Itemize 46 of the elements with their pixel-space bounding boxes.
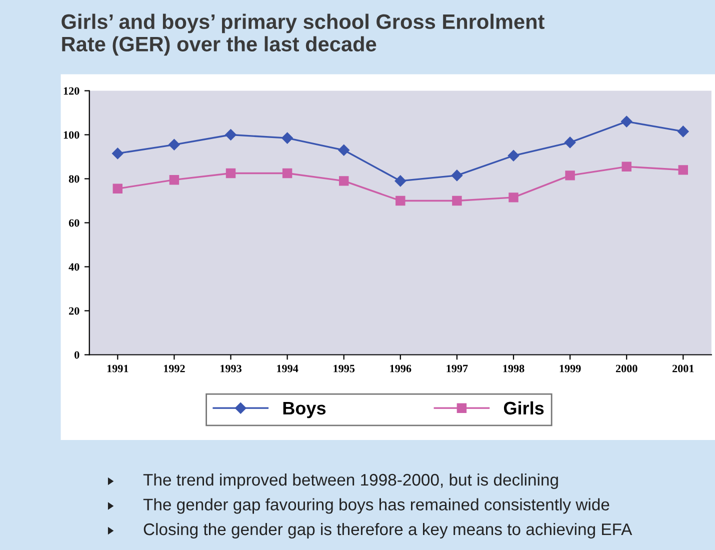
chart-title: Girls’ and boys’ primary school Gross Enrolment Rate (GER) over the last decade	[62, 14, 544, 56]
x-tick-label: 1992	[164, 364, 185, 372]
point	[282, 168, 292, 178]
point	[394, 175, 406, 187]
point	[564, 136, 576, 148]
x-tick-label: 1991	[107, 364, 128, 372]
x-tick-label: 1999	[560, 364, 581, 372]
point	[168, 139, 180, 150]
y-tick-label: 40	[68, 263, 80, 271]
point	[508, 150, 520, 162]
point	[451, 170, 463, 182]
x-tick-label: 1994	[277, 364, 298, 372]
x-tick-label: 2000	[616, 364, 638, 372]
x-tick-label: 1997	[446, 364, 468, 372]
y-tick-label: 60	[68, 219, 80, 227]
x-tick-label: 1996	[390, 364, 412, 372]
legend-label: Girls	[504, 401, 544, 415]
text: Closing the gender gap is therefore a key means to achieving EFA	[144, 522, 632, 539]
y-tick-label: 120	[64, 87, 80, 95]
point	[622, 162, 632, 172]
point	[225, 129, 236, 140]
y-tick-label: 80	[68, 175, 80, 183]
point	[338, 144, 350, 156]
point	[678, 165, 688, 175]
point	[678, 126, 689, 138]
text: The gender gap favouring boys has remained consistently wide	[143, 498, 610, 514]
x-tick-label: 1998	[503, 364, 524, 372]
x-tick-label: 1993	[220, 364, 242, 372]
point	[282, 132, 293, 144]
point	[452, 196, 462, 206]
point	[169, 174, 180, 185]
text: The trend improved between 1998-2000, but is declining	[143, 473, 558, 490]
point	[338, 176, 349, 186]
y-tick-label: 20	[69, 307, 80, 315]
point	[565, 170, 575, 180]
point	[396, 196, 406, 206]
point	[112, 148, 124, 160]
y-tick-label: 0	[74, 351, 80, 359]
point	[508, 192, 518, 202]
legend-label: Boys	[283, 402, 326, 418]
point	[226, 168, 236, 178]
point	[112, 184, 123, 194]
x-tick-label: 1995	[334, 364, 355, 372]
point	[620, 116, 632, 128]
x-tick-label: 2001	[672, 364, 694, 372]
y-tick-label: 100	[64, 131, 80, 139]
